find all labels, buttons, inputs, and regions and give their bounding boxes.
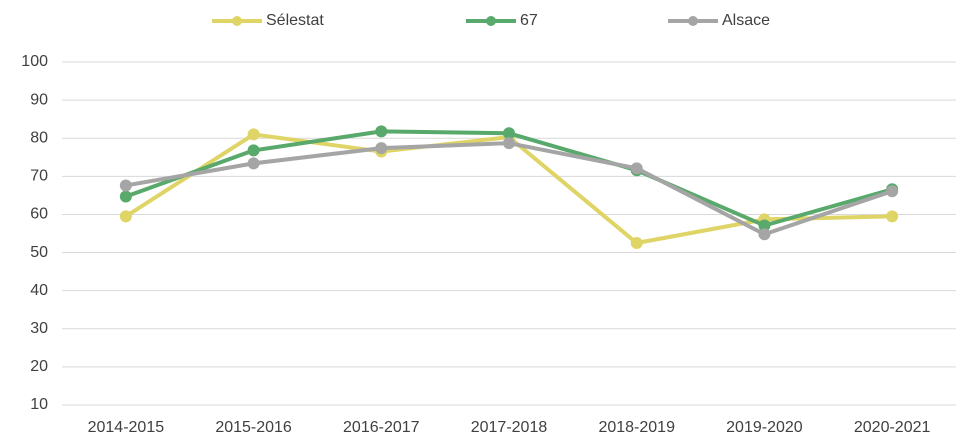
point <box>758 219 771 232</box>
point <box>375 125 388 138</box>
legend-label: Sélestat <box>266 12 324 29</box>
y-tick-label: 60 <box>30 206 48 223</box>
point <box>758 228 771 241</box>
x-tick-label: 2016-2017 <box>343 419 420 436</box>
x-tick-label: 2017-2018 <box>471 419 548 436</box>
point <box>247 157 260 170</box>
point <box>630 162 643 175</box>
point <box>247 144 260 157</box>
x-tick-label: 2018-2019 <box>598 419 675 436</box>
point <box>503 137 515 150</box>
point <box>247 128 260 141</box>
y-tick-label: 50 <box>30 244 48 261</box>
y-tick-label: 80 <box>30 129 48 146</box>
point <box>119 190 132 203</box>
series-line <box>124 132 893 246</box>
y-tick-label: 100 <box>21 53 48 70</box>
point <box>375 142 388 155</box>
y-tick-label: 70 <box>30 168 48 185</box>
point <box>886 210 899 223</box>
y-tick-label: 90 <box>30 91 48 108</box>
point <box>630 237 643 250</box>
point <box>119 179 132 192</box>
y-tick-label: 20 <box>30 358 48 375</box>
point <box>119 210 132 223</box>
point <box>503 127 515 140</box>
y-tick-label: 10 <box>30 396 48 413</box>
legend-marker <box>232 16 242 26</box>
legend-marker <box>486 16 496 26</box>
x-tick-label: 2015-2016 <box>215 419 292 436</box>
legend-label: 67 <box>520 12 538 29</box>
y-tick-label: 30 <box>30 320 48 337</box>
x-tick-label: 2020-2021 <box>854 419 931 436</box>
point <box>886 185 899 198</box>
y-tick-label: 40 <box>30 282 48 299</box>
legend-marker <box>688 16 698 26</box>
x-tick-label: 2014-2015 <box>88 419 165 436</box>
legend-label: Alsace <box>722 12 770 29</box>
x-tick-label: 2019-2020 <box>726 419 803 436</box>
